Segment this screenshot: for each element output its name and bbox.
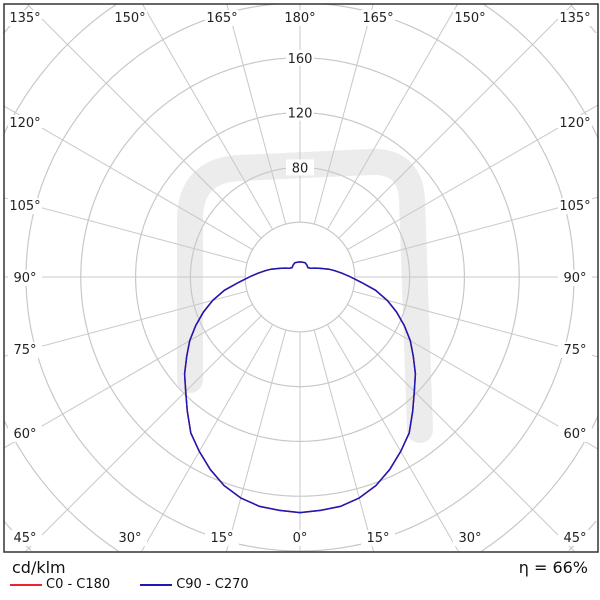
radial-gridline xyxy=(225,329,287,553)
angle-label-bg xyxy=(361,10,395,26)
angle-label-bg xyxy=(558,342,592,358)
angle-label-bg xyxy=(8,198,42,214)
unit-label: cd/klm xyxy=(12,558,66,577)
efficiency-label: η = 66% xyxy=(518,558,588,577)
ring-gridline xyxy=(25,3,575,552)
angle-label-bg xyxy=(558,115,592,131)
radial-gridline xyxy=(347,303,599,450)
angle-label-bg xyxy=(558,426,592,442)
angle-label-left: 75° xyxy=(13,343,36,358)
angle-label-right: 60° xyxy=(563,427,586,442)
angle-label-bottom: 15° xyxy=(210,531,233,546)
angle-label-left: 90° xyxy=(13,271,36,286)
angle-label-right: 120° xyxy=(559,116,590,131)
legend-label-c90: C90 - C270 xyxy=(176,577,249,592)
angle-label-bg xyxy=(283,10,317,26)
radial-gridline xyxy=(226,3,287,225)
radial-gridline xyxy=(3,105,253,251)
radial-gridline xyxy=(26,3,262,239)
angle-label-bg xyxy=(8,530,42,546)
angle-label-bottom: 30° xyxy=(458,531,481,546)
angle-label-bg xyxy=(8,10,42,26)
angle-label-bg xyxy=(8,115,42,131)
radial-gridline xyxy=(338,3,574,239)
legend: C0 - C180 C90 - C270 xyxy=(10,577,249,592)
radial-tick-label: 80 xyxy=(292,161,309,176)
angle-label-bg xyxy=(8,426,42,442)
angle-label-bg xyxy=(8,270,42,286)
radial-tick-bg xyxy=(286,104,314,121)
angle-label-bg xyxy=(558,198,592,214)
radial-gridline xyxy=(352,290,599,358)
watermark-logo xyxy=(177,148,433,443)
angle-label-bg xyxy=(361,530,395,546)
radial-tick-bg xyxy=(286,49,314,66)
angle-label-bottom: 0° xyxy=(293,531,308,546)
angle-label-top: 150° xyxy=(114,11,145,26)
angle-label-bottom: 45° xyxy=(13,531,36,546)
legend-label-c0: C0 - C180 xyxy=(46,577,111,592)
angle-label-left: 120° xyxy=(9,116,40,131)
angle-label-bg xyxy=(8,342,42,358)
angle-label-top: 165° xyxy=(206,11,237,26)
angle-label-bg xyxy=(205,530,239,546)
radial-gridline xyxy=(338,315,576,553)
angle-label-top: 165° xyxy=(362,11,393,26)
plot-frame xyxy=(3,3,599,553)
radial-tick-label: 160 xyxy=(288,52,313,67)
radial-tick-bg xyxy=(286,159,314,176)
angle-label-top: 150° xyxy=(454,11,485,26)
angle-label-left: 60° xyxy=(13,427,36,442)
angle-label-bg xyxy=(453,10,487,26)
angle-label-bg xyxy=(558,10,592,26)
angle-label-right: 90° xyxy=(563,271,586,286)
ring-gridline xyxy=(244,221,356,333)
angle-label-left: 105° xyxy=(9,199,40,214)
radial-gridline xyxy=(313,3,374,225)
series-curve-c90-c270 xyxy=(183,261,417,514)
polar-chart: 80 120 160 135° 150° 165° 180° 165° 150° 135° 45° 3… xyxy=(3,3,599,553)
angle-label-bg xyxy=(205,10,239,26)
angle-label-bg xyxy=(283,530,317,546)
legend-swatch-c90 xyxy=(140,583,173,586)
angle-label-bg xyxy=(558,270,592,286)
angle-label-bg xyxy=(453,530,487,546)
angle-label-bottom: 45° xyxy=(563,531,586,546)
angle-label-right: 105° xyxy=(559,199,590,214)
radial-gridline xyxy=(313,329,375,553)
radial-gridline xyxy=(352,196,599,264)
angle-label-top: 135° xyxy=(559,11,590,26)
angle-label-top: 180° xyxy=(284,11,315,26)
radial-tick-label: 120 xyxy=(288,107,313,122)
angle-label-bg xyxy=(113,10,147,26)
radial-gridline xyxy=(326,324,460,553)
angle-label-bg xyxy=(558,530,592,546)
radial-gridline xyxy=(141,3,274,230)
angle-label-bg xyxy=(113,530,147,546)
radial-gridline xyxy=(3,197,248,264)
angle-label-top: 135° xyxy=(9,11,40,26)
radial-gridline xyxy=(3,290,248,357)
radial-gridline xyxy=(24,315,262,553)
radial-gridline xyxy=(347,104,599,251)
legend-swatch-c0 xyxy=(10,583,42,586)
angle-label-right: 75° xyxy=(563,343,586,358)
radial-gridline xyxy=(326,3,459,230)
angle-label-bottom: 30° xyxy=(118,531,141,546)
ring-gridline xyxy=(3,3,599,552)
radial-gridline xyxy=(3,303,253,449)
angle-label-bottom: 15° xyxy=(366,531,389,546)
radial-gridline xyxy=(140,324,274,553)
